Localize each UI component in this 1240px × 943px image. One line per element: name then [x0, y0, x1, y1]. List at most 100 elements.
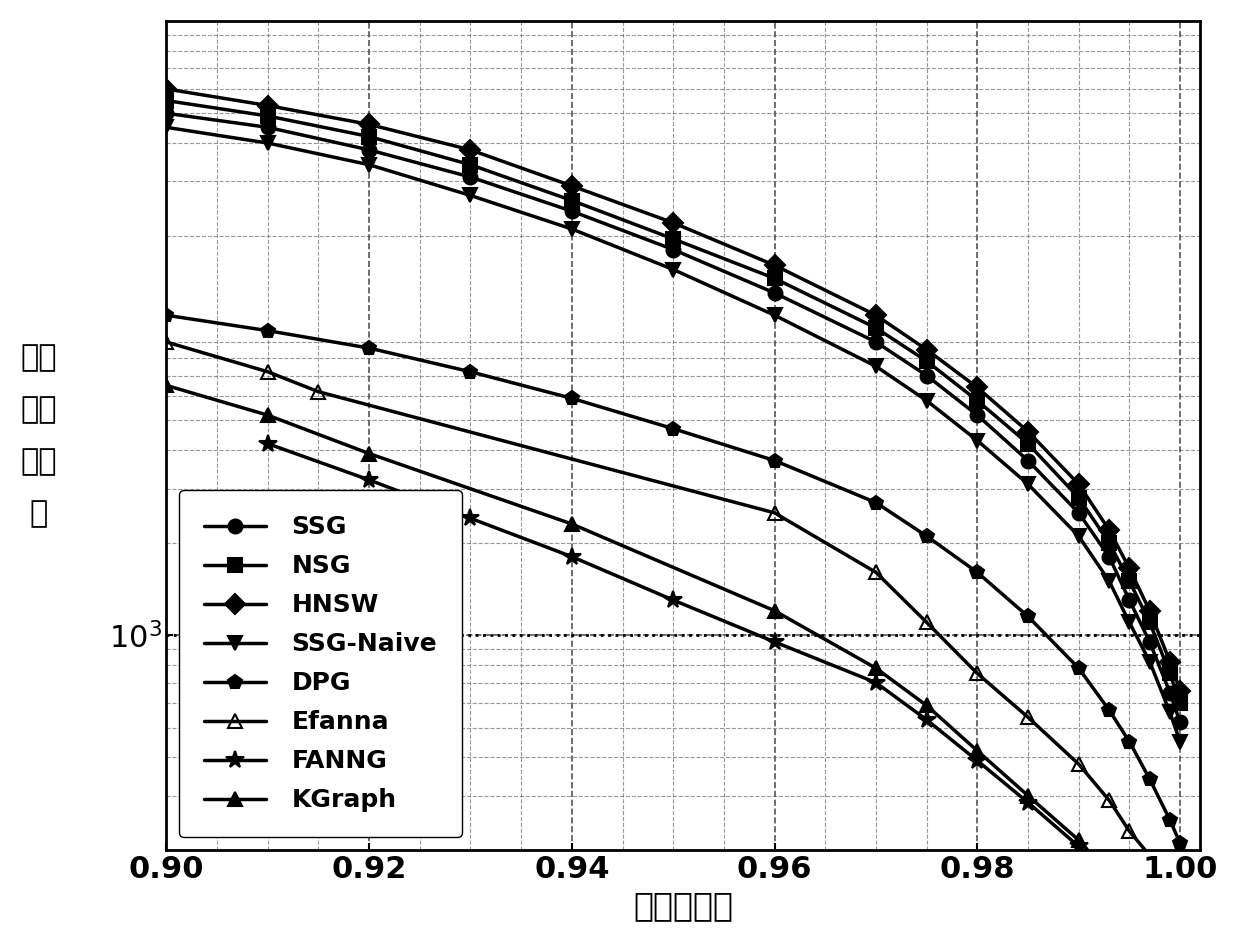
SSG	[463, 172, 477, 183]
FANNG	[362, 474, 377, 486]
SSG-Naive	[768, 309, 782, 321]
SSG-Naive	[564, 223, 579, 235]
SSG-Naive	[362, 159, 377, 171]
FANNG	[1142, 930, 1157, 941]
SSG-Naive	[1162, 706, 1177, 718]
SSG	[1173, 717, 1188, 728]
HNSW	[362, 119, 377, 130]
Line: Efanna: Efanna	[160, 335, 1187, 900]
SSG	[970, 409, 985, 421]
KGraph	[260, 409, 275, 421]
FANNG	[970, 755, 985, 767]
Efanna	[768, 507, 782, 519]
SSG-Naive	[260, 138, 275, 149]
DPG	[666, 423, 681, 435]
DPG	[919, 531, 934, 542]
DPG	[1122, 736, 1137, 747]
FANNG	[768, 637, 782, 648]
Efanna	[1152, 862, 1167, 873]
SSG	[362, 144, 377, 156]
SSG-Naive	[159, 122, 174, 133]
SSG	[159, 108, 174, 119]
KGraph	[1021, 790, 1035, 802]
Y-axis label: 每秒
处理
查询
数: 每秒 处理 查询 数	[21, 343, 57, 528]
KGraph	[1071, 835, 1086, 846]
SSG-Naive	[868, 360, 883, 372]
SSG-Naive	[463, 190, 477, 201]
KGraph	[159, 380, 174, 391]
NSG	[159, 95, 174, 107]
SSG-Naive	[1101, 575, 1116, 587]
DPG	[463, 366, 477, 377]
NSG	[1071, 492, 1086, 504]
SSG	[564, 206, 579, 217]
FANNG	[868, 677, 883, 688]
HNSW	[1071, 478, 1086, 489]
Efanna	[970, 668, 985, 679]
HNSW	[463, 144, 477, 156]
DPG	[868, 497, 883, 508]
Line: HNSW: HNSW	[160, 82, 1187, 698]
Efanna	[1101, 795, 1116, 806]
KGraph	[919, 700, 934, 711]
NSG	[1162, 668, 1177, 679]
X-axis label: 平均召回率: 平均召回率	[634, 889, 733, 922]
NSG	[1173, 698, 1188, 709]
SSG-Naive	[1122, 617, 1137, 628]
FANNG	[260, 438, 275, 449]
DPG	[1101, 704, 1116, 716]
DPG	[260, 325, 275, 337]
HNSW	[768, 259, 782, 271]
HNSW	[1173, 685, 1188, 696]
KGraph	[1101, 869, 1116, 880]
Efanna	[1021, 712, 1035, 723]
KGraph	[768, 605, 782, 617]
SSG	[768, 288, 782, 299]
NSG	[919, 356, 934, 367]
SSG	[1122, 594, 1137, 605]
DPG	[1021, 611, 1035, 622]
HNSW	[260, 100, 275, 111]
KGraph	[868, 663, 883, 674]
FANNG	[1071, 841, 1086, 852]
SSG	[1101, 551, 1116, 562]
HNSW	[970, 382, 985, 393]
DPG	[1162, 815, 1177, 826]
Line: FANNG: FANNG	[259, 435, 1189, 943]
FANNG	[463, 513, 477, 524]
DPG	[1071, 663, 1086, 674]
NSG	[463, 159, 477, 171]
SSG	[1021, 455, 1035, 466]
HNSW	[919, 344, 934, 356]
DPG	[159, 309, 174, 321]
Legend: SSG, NSG, HNSW, SSG-Naive, DPG, Efanna, FANNG, KGraph: SSG, NSG, HNSW, SSG-Naive, DPG, Efanna, …	[179, 490, 463, 837]
HNSW	[159, 83, 174, 94]
DPG	[1142, 773, 1157, 785]
Efanna	[1122, 825, 1137, 836]
KGraph	[1122, 897, 1137, 908]
NSG	[1122, 575, 1137, 587]
SSG	[868, 337, 883, 348]
DPG	[362, 342, 377, 354]
FANNG	[1021, 797, 1035, 808]
SSG	[1071, 507, 1086, 519]
Line: SSG-Naive: SSG-Naive	[160, 121, 1187, 749]
Efanna	[1071, 758, 1086, 769]
HNSW	[1162, 656, 1177, 668]
DPG	[768, 455, 782, 466]
DPG	[1173, 837, 1188, 849]
SSG	[260, 122, 275, 133]
FANNG	[919, 714, 934, 725]
NSG	[868, 323, 883, 334]
KGraph	[1142, 928, 1157, 939]
NSG	[768, 273, 782, 284]
FANNG	[1101, 869, 1116, 881]
FANNG	[1122, 899, 1137, 910]
NSG	[1142, 617, 1157, 628]
SSG-Naive	[970, 435, 985, 446]
Efanna	[260, 366, 275, 377]
DPG	[970, 567, 985, 578]
Efanna	[311, 386, 326, 397]
FANNG	[666, 594, 681, 605]
SSG-Naive	[1071, 531, 1086, 542]
